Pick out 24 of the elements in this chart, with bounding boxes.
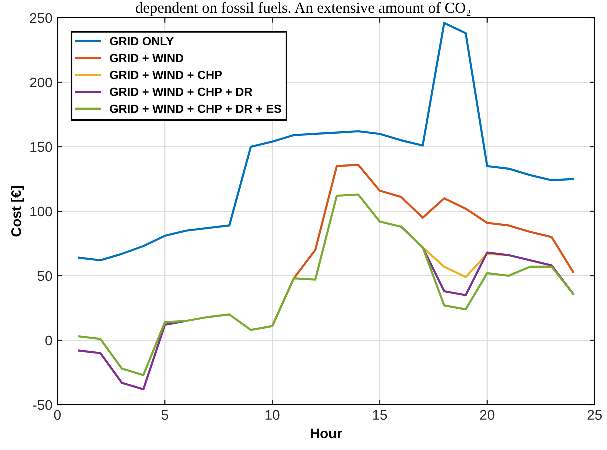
- y-tick-label: 0: [46, 336, 52, 346]
- line-series: [78, 194, 574, 376]
- x-tick-label: 5: [162, 410, 168, 420]
- x-axis-title: Hour: [310, 428, 342, 439]
- x-tick-label: 15: [373, 410, 388, 420]
- x-tick-label: 0: [54, 410, 61, 420]
- x-tick-label: 10: [266, 410, 280, 420]
- y-axis-title: Cost [€]: [11, 186, 24, 237]
- legend-label: GRID + WIND: [110, 54, 184, 62]
- legend-label: GRID + WIND + CHP + DR + ES: [110, 104, 282, 114]
- y-tick-label: 200: [30, 78, 52, 88]
- x-tick-label: 25: [588, 410, 602, 420]
- y-tick-label: 50: [38, 271, 52, 282]
- line-series: [422, 246, 510, 278]
- text: dependent on fossil fuels. An extensive amount of CO₂: [136, 2, 471, 16]
- legend-label: GRID ONLY: [110, 37, 174, 46]
- x-tick-label: 20: [480, 410, 495, 420]
- y-tick-label: 250: [30, 13, 52, 24]
- y-tick-label: 150: [30, 142, 52, 152]
- line-series: [78, 22, 574, 262]
- y-tick-label: -50: [33, 400, 52, 410]
- legend-label: GRID + WIND + CHP: [110, 71, 222, 80]
- y-tick-label: 100: [30, 206, 52, 217]
- legend-label: GRID + WIND + CHP + DR: [110, 88, 252, 96]
